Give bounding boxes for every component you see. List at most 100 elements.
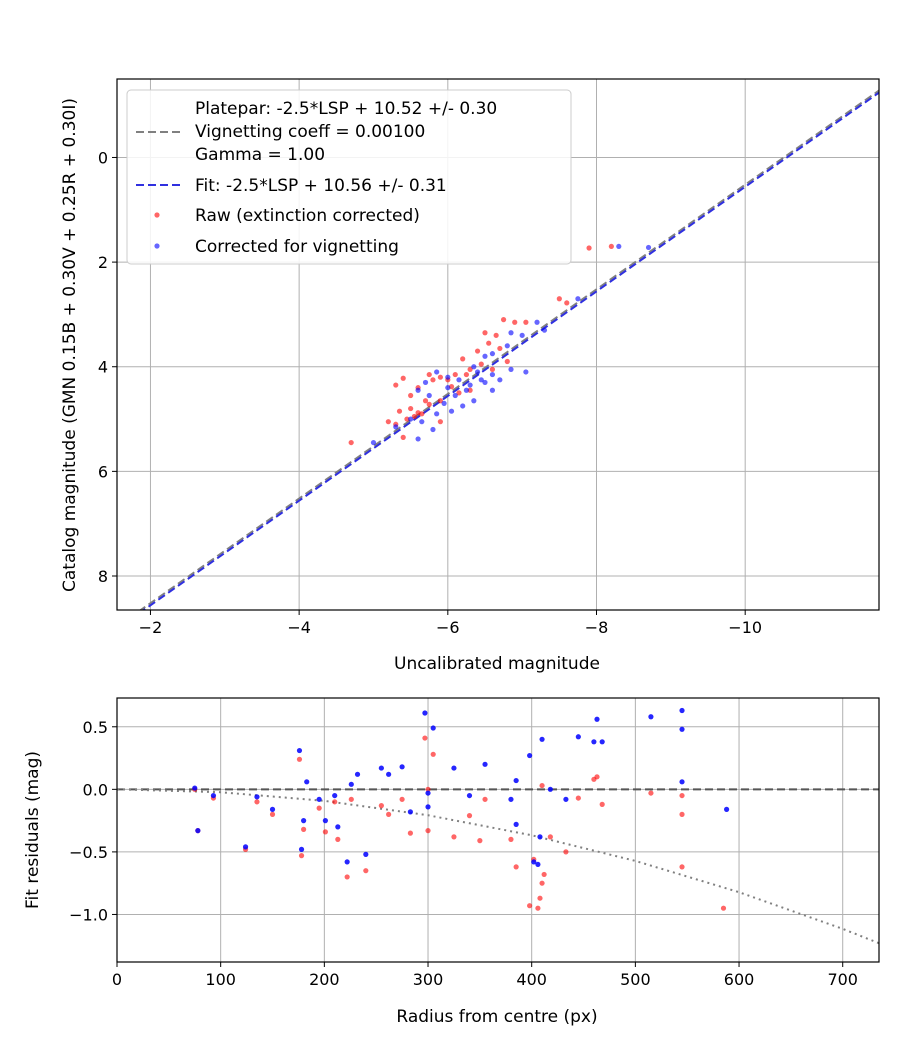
calibration-y-ticks: 0 2 4 6 8 (98, 148, 117, 586)
corrected-point (408, 416, 414, 422)
residual-corrected-point (535, 861, 541, 868)
raw-point (460, 356, 466, 362)
corrected-point (508, 330, 514, 336)
residual-corrected-point (513, 821, 519, 827)
residual-corrected-point (482, 761, 488, 767)
raw-point (489, 366, 496, 372)
calibration-x-tick-label: −4 (287, 618, 311, 637)
raw-point (437, 374, 443, 380)
residual-corrected-point (386, 771, 392, 777)
legend-raw-marker (154, 212, 160, 218)
raw-point (482, 330, 488, 336)
corrected-point (474, 369, 481, 375)
raw-point (456, 390, 462, 396)
residuals-x-tick-label: 300 (413, 970, 444, 989)
residual-raw-point (539, 880, 545, 886)
corrected-point (504, 343, 510, 349)
residual-raw-point (348, 796, 354, 802)
corrected-point (422, 379, 429, 386)
residuals-y-ticks: 0.5 0.0 −0.5 −1.0 (69, 718, 117, 924)
residual-raw-point (316, 805, 322, 811)
residual-raw-point (386, 811, 392, 817)
residual-raw-point (363, 868, 369, 874)
residual-corrected-point (724, 806, 730, 812)
residual-corrected-point (335, 824, 341, 830)
residual-corrected-point (599, 739, 605, 745)
calibration-points (348, 243, 652, 446)
raw-point (396, 408, 403, 414)
residual-raw-point (575, 795, 581, 801)
raw-point (586, 245, 592, 251)
residual-corrected-point (466, 792, 473, 799)
residual-corrected-point (422, 710, 428, 716)
corrected-point (370, 439, 377, 446)
raw-point (385, 419, 391, 425)
residual-raw-point (648, 790, 654, 796)
legend-raw-text: Raw (extinction corrected) (195, 206, 420, 226)
residuals-y-axis-label: Fit residuals (mag) (23, 751, 43, 909)
residuals-plot: 0 100 200 300 400 500 600 700 0.5 0.0 −0.5 −1.0 Ra… (23, 697, 880, 1027)
raw-point (400, 434, 406, 440)
raw-point (408, 392, 414, 399)
corrected-point (471, 398, 477, 404)
calibration-x-axis-label: Uncalibrated magnitude (394, 654, 600, 674)
residual-raw-point (508, 836, 514, 842)
raw-point (512, 319, 518, 325)
residual-raw-point (425, 786, 431, 792)
residual-corrected-point (332, 792, 338, 799)
residual-corrected-point (531, 859, 537, 865)
raw-point (426, 401, 432, 408)
legend-corrected-text: Corrected for vignetting (195, 237, 399, 257)
raw-point (523, 319, 529, 325)
raw-point (408, 405, 414, 412)
residual-corrected-point (679, 726, 685, 732)
calibration-fit-lines (139, 89, 879, 610)
corrected-point (534, 319, 540, 325)
calibration-x-tick-label: −10 (728, 618, 762, 637)
residual-raw-point (451, 834, 457, 840)
residual-corrected-point (242, 844, 249, 850)
residual-corrected-point (354, 771, 361, 777)
corrected-point (497, 377, 503, 383)
residual-corrected-point (425, 790, 431, 796)
raw-point (608, 243, 614, 250)
raw-point (426, 371, 432, 378)
residual-corrected-point (269, 806, 276, 812)
corrected-point (482, 353, 488, 359)
residual-raw-point (425, 828, 431, 834)
residual-raw-point (541, 871, 547, 878)
corrected-point (452, 392, 458, 399)
residual-raw-point (430, 751, 436, 757)
raw-point (478, 361, 484, 367)
residual-raw-point (335, 836, 341, 842)
calibration-x-tick-label: −6 (436, 618, 460, 637)
residual-corrected-point (301, 818, 307, 824)
residuals-y-tick-label: −1.0 (69, 905, 108, 924)
raw-point (564, 300, 570, 306)
residual-corrected-point (192, 785, 198, 791)
raw-point (430, 377, 436, 383)
residual-corrected-point (451, 765, 457, 771)
raw-point (500, 317, 507, 323)
residual-corrected-point (563, 796, 569, 802)
corrected-point (471, 364, 477, 370)
residual-raw-point (537, 895, 543, 901)
corrected-point (575, 296, 581, 302)
residual-raw-point (322, 829, 328, 835)
residual-raw-point (378, 803, 384, 809)
residuals-y-tick-label: 0.5 (83, 718, 108, 737)
residual-corrected-point (210, 792, 217, 799)
residuals-x-tick-label: 200 (309, 970, 340, 989)
residual-corrected-point (430, 725, 436, 731)
residual-corrected-point (378, 765, 384, 771)
residual-corrected-point (407, 809, 413, 815)
residual-raw-point (599, 801, 605, 807)
corrected-point (460, 403, 466, 409)
residual-raw-point (422, 735, 428, 741)
raw-point (497, 345, 503, 352)
vignetting-curve (117, 788, 879, 945)
residuals-plot-frame (116, 697, 880, 963)
residuals-y-tick-label: −0.5 (69, 843, 108, 862)
raw-point (393, 382, 399, 388)
raw-point (504, 358, 510, 365)
